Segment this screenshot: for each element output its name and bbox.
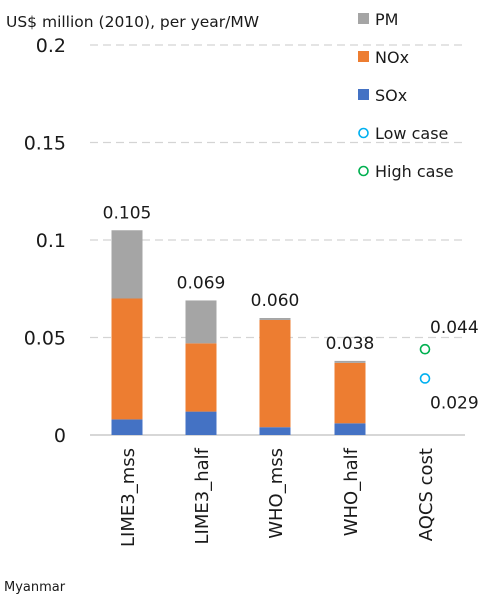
bar-sox <box>111 419 143 435</box>
bar-nox <box>334 362 366 424</box>
total-label: 0.060 <box>251 291 300 311</box>
bar-nox <box>259 319 291 428</box>
x-tick-label: LIME3_mss <box>118 448 139 547</box>
y-tick-label: 0.15 <box>24 133 66 155</box>
bar-sox <box>259 427 291 435</box>
bar-sox <box>334 423 366 435</box>
x-tick-label: WHO_half <box>341 447 362 536</box>
y-tick-label: 0.1 <box>36 230 66 252</box>
y-axis-title: US$ million (2010), per year/MW <box>6 13 259 31</box>
y-tick-label: 0.2 <box>36 35 66 57</box>
bar-nox <box>111 298 143 420</box>
x-tick-label: LIME3_half <box>192 447 213 544</box>
country-label: Myanmar <box>4 580 66 595</box>
point-low-case <box>419 373 431 384</box>
legend-pm-label: PM <box>375 10 398 29</box>
bar-pm <box>185 300 217 344</box>
legend-low-case-marker <box>358 127 369 139</box>
total-label: 0.038 <box>326 334 375 354</box>
legend-high-case-label: High case <box>375 162 454 181</box>
legend-high-case-marker <box>358 165 369 177</box>
legend-nox-label: NOx <box>375 48 409 67</box>
legend-sox-label: SOx <box>375 86 407 105</box>
total-label: 0.105 <box>103 203 152 223</box>
legend-nox-swatch <box>358 51 369 62</box>
y-tick-label: 0.05 <box>24 328 66 350</box>
x-tick-label: AQCS cost <box>416 448 437 541</box>
total-label: 0.069 <box>177 273 226 293</box>
bar-pm <box>334 360 366 363</box>
bar-sox <box>185 411 217 435</box>
y-tick-label: 0 <box>54 425 66 447</box>
x-tick-label: WHO_mss <box>266 448 287 539</box>
legend-low-case-label: Low case <box>375 124 448 143</box>
legend-sox-swatch <box>358 89 369 100</box>
bar-pm <box>259 318 291 320</box>
point-label: 0.029 <box>430 393 479 413</box>
legend-pm-swatch <box>358 13 369 24</box>
bar-nox <box>185 343 217 412</box>
point-high-case <box>419 343 431 355</box>
point-label: 0.044 <box>430 318 479 338</box>
bar-pm <box>111 230 143 299</box>
